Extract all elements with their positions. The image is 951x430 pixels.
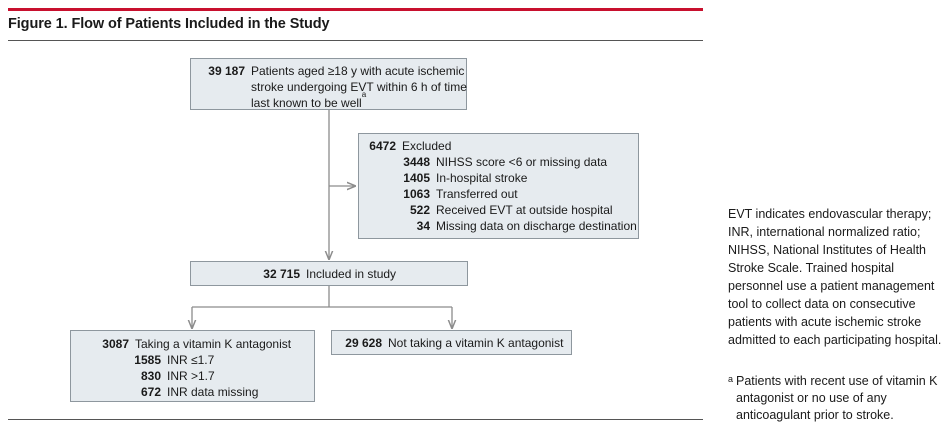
excluded-reason-label: NIHSS score <6 or missing data [436, 155, 608, 169]
vka-count: 3087 [102, 337, 129, 351]
footnote-text: Patients with recent use of vitamin K an… [736, 374, 938, 422]
excluded-reason-label: Transferred out [436, 187, 518, 201]
excluded-reason-label: In-hospital stroke [436, 171, 528, 185]
included-box: 32 715 Included in study [190, 261, 468, 286]
footnote: a Patients with recent use of vitamin K … [728, 373, 946, 424]
excluded-reason-count: 1063 [403, 187, 430, 201]
vka-subgroup-label: INR data missing [167, 385, 259, 399]
no-vka-count: 29 628 [345, 336, 382, 350]
enrolled-count: 39 187 [208, 64, 245, 78]
vka-subgroup-count: 1585 [134, 353, 161, 367]
excluded-reason-count: 522 [409, 203, 430, 217]
figure-title: Figure 1. Flow of Patients Included in t… [8, 16, 330, 32]
vka-subgroup-count: 672 [140, 385, 161, 399]
abbreviations-note: EVT indicates endovascular therapy; INR,… [728, 207, 942, 347]
vka-subgroup-label: INR >1.7 [167, 369, 215, 383]
enrolled-box: 39 187 Patients aged ≥18 y with acute is… [190, 58, 467, 110]
excluded-reason-count: 3448 [403, 155, 430, 169]
enrolled-line-3: last known to be well [251, 96, 362, 110]
excluded-box: 6472 Excluded 3448 NIHSS score <6 or mis… [358, 133, 639, 239]
no-vka-box: 29 628 Not taking a vitamin K antagonist [331, 330, 572, 355]
included-count: 32 715 [263, 267, 300, 281]
enrolled-line-2: stroke undergoing EVT within 6 h of time [251, 80, 467, 94]
enrolled-line-1: Patients aged ≥18 y with acute ischemic [251, 64, 465, 78]
excluded-count: 6472 [369, 139, 396, 153]
vka-label: Taking a vitamin K antagonist [135, 337, 292, 351]
excluded-reason-label: Received EVT at outside hospital [436, 203, 613, 217]
title-rule [8, 40, 703, 41]
no-vka-label: Not taking a vitamin K antagonist [388, 336, 564, 350]
vka-subgroup-label: INR ≤1.7 [167, 353, 215, 367]
included-label: Included in study [306, 267, 397, 281]
excluded-reason-count: 1405 [403, 171, 430, 185]
vka-subgroup-count: 830 [140, 369, 161, 383]
bottom-rule [8, 419, 703, 420]
excluded-reason-count: 34 [416, 219, 430, 233]
title-accent-bar [8, 8, 703, 11]
enrolled-footnote-mark: a [361, 90, 367, 99]
excluded-label: Excluded [402, 139, 452, 153]
excluded-reason-label: Missing data on discharge destination [436, 219, 637, 233]
footnote-mark: a [728, 374, 734, 384]
vka-box: 3087 Taking a vitamin K antagonist 1585 … [70, 330, 315, 402]
